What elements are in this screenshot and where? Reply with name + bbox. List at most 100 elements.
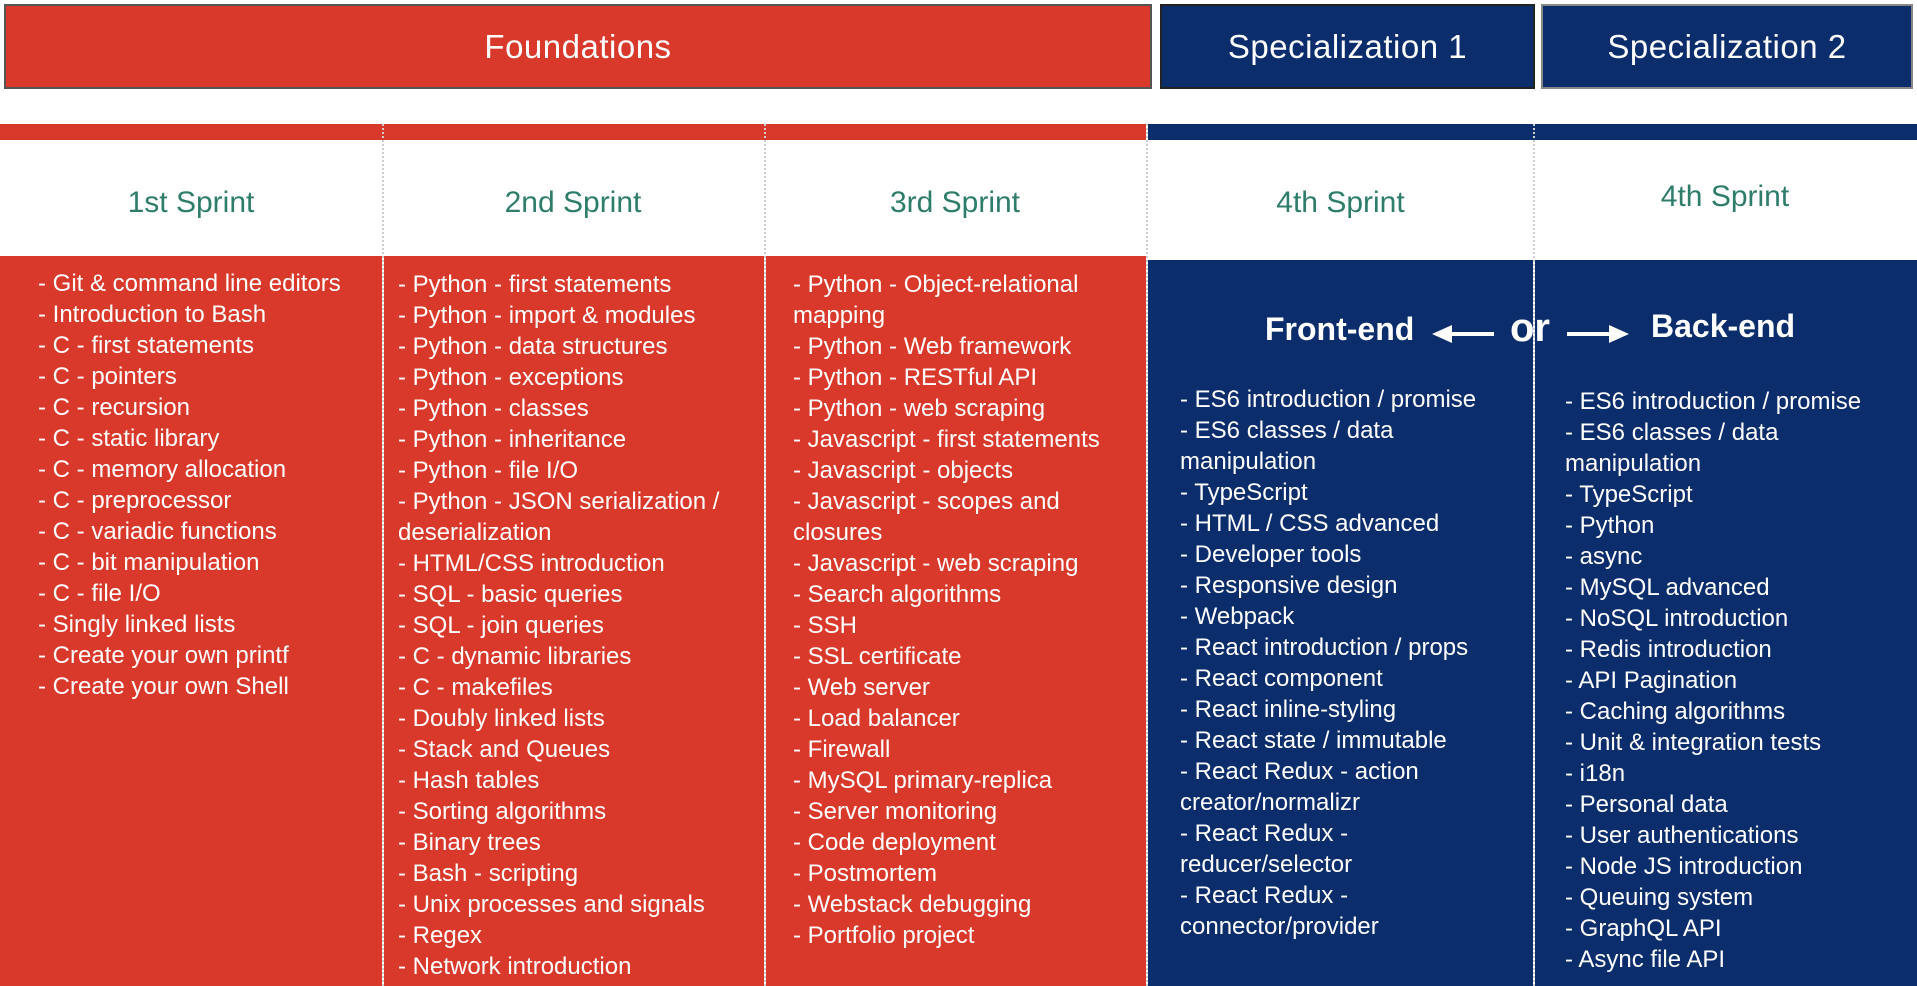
topic-item: - Bash - scripting [398,860,579,887]
column-divider [382,124,384,986]
topic-item: - C - preprocessor [38,487,232,514]
topic-item: - Javascript - web scraping [793,550,1079,577]
sprint-1-column: - Git & command line editors - Introducti… [0,256,382,986]
topic-item: - HTML / CSS advanced [1180,510,1440,537]
topic-item: - Python - data structures [398,333,668,360]
topic-item: - SSL certificate [793,643,962,670]
topic-item: - SQL - join queries [398,612,604,639]
topic-item: - TypeScript [1180,479,1308,506]
topic-item: - ES6 introduction / promise [1565,388,1862,415]
arrow-left-icon [1432,325,1494,343]
topic-item: - i18n [1565,760,1626,787]
topic-item: - Python - JSON serialization / deserial… [398,488,720,546]
topic-item: - Python - classes [398,395,589,422]
topic-item: - Binary trees [398,829,541,856]
sprint-2-topics: - Python - first statements - Python - im… [398,269,754,982]
topic-item: - React component [1180,665,1383,692]
topic-item: - Python - RESTful API [793,364,1038,391]
topic-item: - C - pointers [38,363,177,390]
topic-item: - Webpack [1180,603,1295,630]
topic-item: - Postmortem [793,860,938,887]
topic-item: - Webstack debugging [793,891,1032,918]
topic-item: - Create your own printf [38,642,289,669]
topic-item: - Python - file I/O [398,457,579,484]
or-label: or [1510,306,1550,350]
topic-item: - React state / immutable [1180,727,1447,754]
backend-column: - ES6 introduction / promise - ES6 classe… [1535,260,1917,986]
topic-item: - Network introduction [398,953,632,980]
sprint-4-backend-title: 4th Sprint [1660,180,1790,213]
sprint-1-topics: - Git & command line editors - Introducti… [38,268,372,702]
topic-item: - SSH [793,612,858,639]
topic-item: - Load balancer [793,705,960,732]
topic-item: - Git & command line editors [38,270,341,297]
topic-item: - HTML/CSS introduction [398,550,665,577]
column-divider [1146,124,1148,986]
specialization-1-header: Specialization 1 [1160,4,1535,89]
topic-item: - Queuing system [1565,884,1754,911]
topic-item: - TypeScript [1565,481,1693,508]
topic-item: - Doubly linked lists [398,705,605,732]
topic-item: - Python [1565,512,1655,539]
topic-item: - C - dynamic libraries [398,643,632,670]
topic-item: - Server monitoring [793,798,998,825]
topic-item: - ES6 classes / data manipulation [1565,419,1779,477]
topic-item: - Caching algorithms [1565,698,1786,725]
topic-item: - NoSQL introduction [1565,605,1789,632]
topic-item: - Redis introduction [1565,636,1772,663]
topic-item: - MySQL primary-replica [793,767,1053,794]
topic-item: - Introduction to Bash [38,301,267,328]
topic-item: - React Redux - connector/provider [1180,882,1379,940]
topic-item: - React inline-styling [1180,696,1397,723]
topic-item: - Async file API [1565,946,1726,973]
topic-item: - Responsive design [1180,572,1398,599]
topic-item: - Hash tables [398,767,540,794]
sprint-3-topics: - Python - Object-relational mapping - Py… [793,269,1126,951]
sprint-3-title: 3rd Sprint [889,186,1021,219]
sprint-2-title: 2nd Sprint [504,186,642,219]
topic-item: - C - variadic functions [38,518,277,545]
specialization-2-header-label: Specialization 2 [1607,27,1847,65]
topic-item: - SQL - basic queries [398,581,623,608]
topic-item: - Personal data [1565,791,1728,818]
frontend-topics: - ES6 introduction / promise - ES6 classe… [1180,384,1523,942]
topic-item: - Python - web scraping [793,395,1046,422]
topic-item: - MySQL advanced [1565,574,1770,601]
topic-item: - Code deployment [793,829,996,856]
topic-item: - Unit & integration tests [1565,729,1822,756]
foundations-header-label: Foundations [484,27,672,65]
topic-item: - Python - first statements [398,271,672,298]
topic-item: - Unix processes and signals [398,891,705,918]
sprint-3-column: - Python - Object-relational mapping - Py… [766,256,1146,986]
topic-item: - ES6 classes / data manipulation [1180,417,1394,475]
topic-item: - Python - import & modules [398,302,696,329]
topic-item: - GraphQL API [1565,915,1722,942]
specialization-1-header-label: Specialization 1 [1227,27,1468,65]
backend-topics: - ES6 introduction / promise - ES6 classe… [1565,386,1909,975]
topic-item: - Python - exceptions [398,364,624,391]
topic-item: - C - first statements [38,332,255,359]
topic-item: - Python - inheritance [398,426,627,453]
topic-item: - Python - Object-relational mapping [793,271,1079,329]
topic-item: - User authentications [1565,822,1799,849]
topic-item: - Developer tools [1180,541,1362,568]
topic-item: - Portfolio project [793,922,975,949]
arrow-right-icon [1567,325,1629,343]
foundations-header: Foundations [4,4,1152,89]
topic-item: - Search algorithms [793,581,1002,608]
sprint-1-title: 1st Sprint [127,186,255,219]
topic-item: - async [1565,543,1643,570]
topic-item: - Javascript - objects [793,457,1014,484]
topic-item: - ES6 introduction / promise [1180,386,1477,413]
frontend-label: Front-end [1265,311,1415,347]
backend-label: Back-end [1651,308,1796,344]
topic-item: - Javascript - scopes and closures [793,488,1060,546]
foundations-strip [0,124,1146,140]
topic-item: - C - memory allocation [38,456,287,483]
column-divider [764,124,766,986]
frontend-column: - ES6 introduction / promise - ES6 classe… [1148,260,1533,986]
topic-item: - Javascript - first statements [793,426,1100,453]
topic-item: - C - static library [38,425,220,452]
topic-item: - React Redux - reducer/selector [1180,820,1353,878]
topic-item: - C - file I/O [38,580,161,607]
